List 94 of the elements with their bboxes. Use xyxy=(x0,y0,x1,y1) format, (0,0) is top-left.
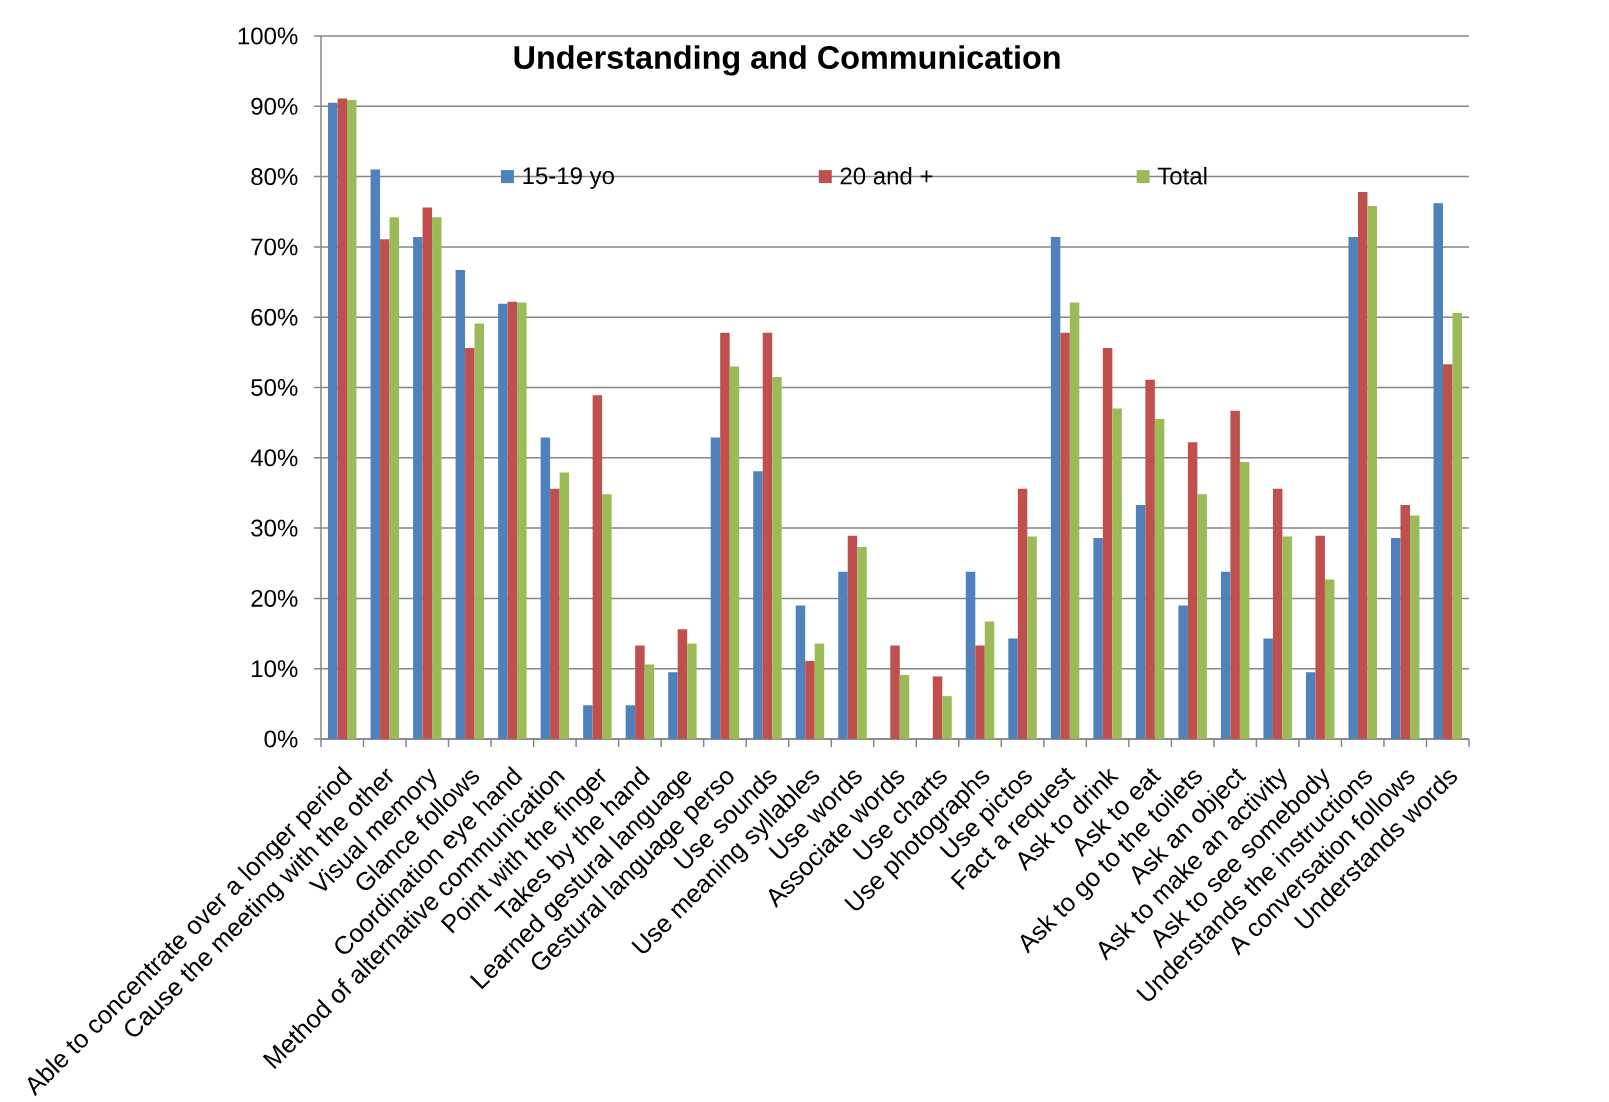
bar xyxy=(1305,672,1316,739)
bar xyxy=(1452,312,1462,739)
bar xyxy=(890,645,900,739)
y-tick-label: 100% xyxy=(238,27,298,45)
bar xyxy=(1324,579,1335,739)
bar xyxy=(1390,537,1401,739)
bar xyxy=(814,643,825,739)
bar xyxy=(932,676,943,739)
bar xyxy=(772,376,782,739)
bar xyxy=(710,437,721,739)
bar xyxy=(635,645,645,739)
bar xyxy=(1220,571,1231,739)
bar xyxy=(602,494,612,739)
bar xyxy=(498,303,508,739)
y-tick-label: 10% xyxy=(252,660,298,678)
y-tick-label: 20% xyxy=(251,589,298,607)
bar xyxy=(517,302,527,739)
y-tick-label: 70% xyxy=(251,238,298,256)
bar xyxy=(1400,504,1410,739)
bar xyxy=(644,664,655,739)
bar xyxy=(899,675,910,739)
bar xyxy=(1348,237,1358,739)
bar xyxy=(668,672,678,739)
bar xyxy=(1282,536,1292,739)
bar xyxy=(1433,203,1443,739)
bar xyxy=(1017,488,1028,739)
y-tick-label: 80% xyxy=(251,168,298,186)
bar xyxy=(1154,419,1165,739)
bar xyxy=(337,98,348,739)
bar xyxy=(1178,605,1188,739)
bar xyxy=(540,437,551,739)
bar xyxy=(1102,348,1113,739)
bar xyxy=(559,472,570,739)
bar xyxy=(465,348,475,739)
bar xyxy=(455,270,466,739)
y-tick-label: 90% xyxy=(251,97,298,115)
legend-label: Total xyxy=(1157,166,1207,185)
y-tick-label: 50% xyxy=(251,378,298,396)
bar xyxy=(687,643,697,739)
bar xyxy=(677,629,688,739)
bar xyxy=(838,571,848,739)
y-tick-label: 60% xyxy=(251,308,298,326)
bar xyxy=(422,207,433,739)
bar xyxy=(1069,302,1080,739)
bar xyxy=(1135,504,1146,739)
bar xyxy=(389,217,400,739)
bar xyxy=(720,332,730,739)
y-tick-label: 0% xyxy=(264,730,298,748)
bar xyxy=(805,660,815,739)
bar xyxy=(965,571,976,739)
bar xyxy=(1112,408,1122,739)
bar xyxy=(1093,537,1103,739)
bar xyxy=(753,471,763,739)
bar xyxy=(975,645,985,739)
bar xyxy=(1272,488,1283,739)
bar xyxy=(347,99,357,739)
bar xyxy=(380,239,390,739)
bar xyxy=(1367,206,1377,739)
bar xyxy=(1145,379,1155,739)
bar xyxy=(328,102,338,739)
y-tick-label: 40% xyxy=(250,449,298,467)
bar xyxy=(413,237,423,739)
bar xyxy=(984,621,995,739)
bar xyxy=(942,696,952,739)
bar xyxy=(592,395,603,739)
bar xyxy=(1187,442,1198,739)
legend-label: 15-19 yo xyxy=(523,167,614,189)
bar xyxy=(1239,462,1250,739)
bar xyxy=(1027,536,1037,739)
bar xyxy=(1060,332,1070,739)
bar xyxy=(795,605,806,739)
bar xyxy=(857,547,867,739)
bar xyxy=(507,301,518,739)
chart-title: Understanding and Communication xyxy=(514,45,1060,76)
bar xyxy=(762,332,773,739)
bar xyxy=(432,217,442,739)
bar xyxy=(1357,192,1368,739)
bar xyxy=(550,488,560,739)
bar xyxy=(1315,535,1325,739)
bar xyxy=(1050,237,1061,739)
bar xyxy=(847,535,858,739)
bar xyxy=(625,705,636,739)
y-tick-label: 30% xyxy=(251,519,298,537)
bar xyxy=(1230,410,1240,739)
bar xyxy=(1197,494,1207,739)
bar xyxy=(474,323,485,739)
legend-label: 20 and + xyxy=(840,166,933,185)
bar xyxy=(729,366,740,739)
bar xyxy=(1409,515,1420,739)
bar xyxy=(370,169,381,739)
bar xyxy=(583,705,593,739)
bar xyxy=(1443,364,1453,739)
bar xyxy=(1008,638,1018,739)
bar xyxy=(1263,638,1273,739)
